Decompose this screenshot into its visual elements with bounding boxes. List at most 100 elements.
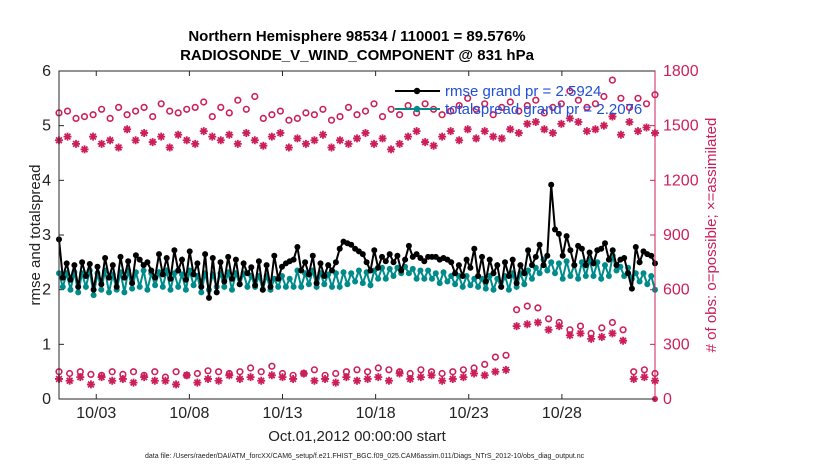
y-right-tick-label: 1800: [663, 63, 699, 80]
rmse-point: [259, 286, 266, 293]
obs-possible-marker: [114, 103, 123, 111]
rmse-point: [548, 181, 555, 188]
obs-assimilated-marker: [225, 130, 234, 139]
rmse-point: [275, 275, 282, 282]
rmse-point: [152, 274, 159, 281]
rmse-point: [452, 270, 459, 277]
obs-possible-marker: [149, 112, 157, 121]
obs-assimilated-low-marker: [65, 376, 74, 385]
rmse-point: [302, 259, 309, 266]
obs-assimilated-marker: [80, 145, 89, 154]
obs-assimilated-low-marker: [97, 373, 106, 382]
rmse-point: [63, 260, 70, 267]
rmse-point: [382, 258, 389, 265]
rmse-point: [175, 267, 182, 274]
obs-possible-marker: [608, 76, 617, 84]
obs-possible-marker: [591, 100, 600, 108]
obs-assimilated-low-marker: [565, 331, 574, 340]
obs-assimilated-marker: [421, 138, 430, 147]
obs-assimilated-marker: [182, 136, 191, 145]
obs-assimilated-marker: [429, 141, 438, 150]
obs-assimilated-low-marker: [619, 336, 628, 345]
totalspread-point: [429, 275, 435, 282]
y-left-tick-label: 4: [42, 172, 51, 189]
rmse-point: [67, 276, 74, 283]
rmse-point: [313, 280, 320, 287]
totalspread-point: [321, 281, 328, 288]
obs-assimilated-low-marker: [640, 373, 649, 382]
obs-assimilated-low-marker: [118, 374, 127, 383]
obs-assimilated-low-marker: [597, 333, 606, 342]
rmse-point: [129, 280, 136, 287]
obs-assimilated-low-marker: [289, 374, 298, 383]
rmse-point: [467, 264, 474, 271]
rmse-point: [294, 244, 301, 250]
obs-possible-marker: [327, 116, 336, 124]
totalspread-point: [144, 286, 151, 293]
rmse-point: [525, 247, 532, 254]
obs-assimilated-marker: [72, 139, 81, 148]
rmse-point: [94, 263, 101, 270]
obs-assimilated-low-marker: [384, 376, 393, 385]
obs-assimilated-marker: [106, 136, 115, 145]
obs-assimilated-low-marker: [76, 373, 85, 382]
x-axis-label: Oct.01,2012 00:00:00 start: [268, 428, 446, 445]
rmse-point: [255, 258, 262, 265]
rmse-point: [279, 263, 285, 270]
y-left-tick-label: 2: [42, 282, 51, 299]
obs-assimilated-low-marker: [459, 373, 468, 382]
rmse-point: [402, 256, 409, 263]
rmse-point: [148, 267, 155, 274]
rmse-point: [386, 251, 393, 258]
rmse-point: [521, 270, 528, 277]
totalspread-point: [644, 281, 651, 288]
totalspread-point: [329, 283, 335, 290]
obs-possible-marker: [200, 98, 208, 106]
rmse-point: [309, 252, 316, 259]
obs-assimilated-marker: [63, 132, 72, 141]
totalspread-point: [90, 292, 97, 299]
totalspread-point: [198, 289, 205, 296]
obs-assimilated-marker: [548, 128, 557, 137]
rmse-point: [494, 262, 501, 269]
obs-assimilated-marker: [463, 125, 472, 134]
obs-assimilated-marker: [259, 141, 268, 150]
rmse-point: [336, 245, 343, 252]
obs-assimilated-marker: [165, 143, 174, 152]
rmse-point: [121, 274, 128, 281]
obs-possible-low-marker: [215, 368, 223, 376]
obs-assimilated-marker: [531, 118, 540, 127]
x-tick-label: 10/28: [542, 405, 582, 422]
obs-possible-marker: [302, 109, 310, 117]
obs-assimilated-marker: [344, 139, 353, 148]
obs-assimilated-marker: [404, 132, 413, 141]
obs-possible-low-marker: [129, 368, 138, 376]
rmse-point: [117, 253, 124, 260]
rmse-point: [605, 256, 612, 263]
rmse-point: [559, 252, 566, 259]
rmse-point: [271, 252, 278, 259]
rmse-point: [202, 251, 209, 258]
obs-possible-marker: [310, 111, 319, 119]
totalspread-point: [536, 270, 543, 277]
obs-possible-marker: [642, 100, 651, 108]
rmse-point: [463, 256, 470, 263]
totalspread-point: [175, 283, 182, 290]
obs-possible-marker: [174, 109, 182, 117]
obs-assimilated-marker: [565, 114, 574, 123]
totalspread-point: [121, 289, 128, 296]
rmse-point: [179, 256, 185, 263]
obs-assimilated-marker: [233, 139, 242, 148]
totalspread-point: [444, 278, 451, 285]
obs-assimilated-marker: [557, 119, 566, 128]
rmse-point: [379, 253, 385, 260]
obs-possible-marker: [566, 87, 574, 95]
obs-assimilated-low-marker: [406, 374, 415, 383]
totalspread-point: [563, 258, 570, 265]
rmse-point: [502, 259, 508, 266]
obs-assimilated-marker: [574, 118, 583, 127]
obs-assimilated-marker: [633, 127, 642, 136]
rmse-point: [98, 281, 105, 288]
rmse-point: [79, 259, 86, 266]
rmse-point: [648, 252, 655, 259]
